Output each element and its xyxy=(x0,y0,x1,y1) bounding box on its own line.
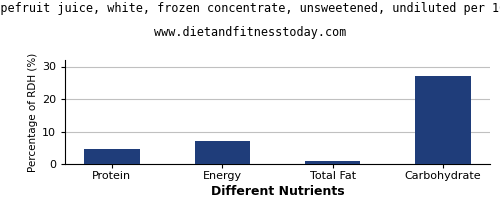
X-axis label: Different Nutrients: Different Nutrients xyxy=(210,185,344,198)
Bar xyxy=(416,76,470,164)
Text: Grapefruit juice, white, frozen concentrate, unsweetened, undiluted per 100g: Grapefruit juice, white, frozen concentr… xyxy=(0,2,500,15)
Bar xyxy=(305,161,360,164)
Text: www.dietandfitnesstoday.com: www.dietandfitnesstoday.com xyxy=(154,26,346,39)
Bar xyxy=(84,149,140,164)
Y-axis label: Percentage of RDH (%): Percentage of RDH (%) xyxy=(28,52,38,172)
Bar xyxy=(194,141,250,164)
